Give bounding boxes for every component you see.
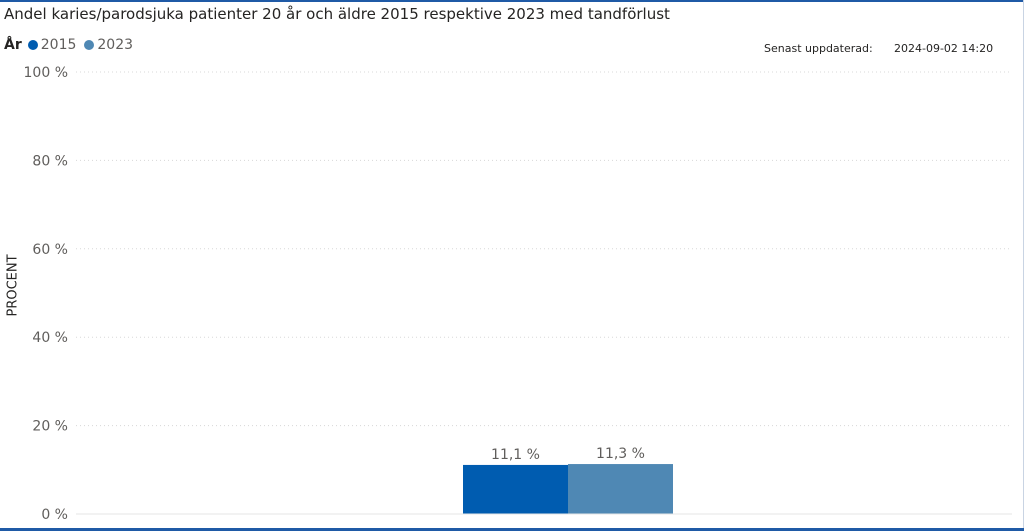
legend: År 2015 2023	[4, 37, 141, 53]
y-tick-label: 60 %	[32, 242, 68, 258]
bar-2015[interactable]	[463, 464, 568, 514]
data-label-2015: 11,1 %	[491, 447, 540, 463]
y-tick-label: 100 %	[24, 65, 68, 81]
y-tick-label: 20 %	[32, 419, 68, 435]
updated-value: 2024-09-02 14:20	[894, 42, 994, 55]
top-border	[0, 0, 1024, 2]
legend-dot-icon	[27, 40, 38, 50]
legend-label: 2023	[97, 37, 134, 53]
chart-title: Andel karies/parodsjuka patienter 20 år …	[4, 5, 670, 23]
data-label-2023: 11,3 %	[596, 446, 645, 462]
legend-label: 2015	[40, 37, 77, 53]
legend-item-2023[interactable]: 2023	[84, 37, 133, 53]
y-tick-label: 80 %	[32, 153, 68, 169]
legend-title: År	[4, 37, 22, 53]
legend-item-2015[interactable]: 2015	[27, 37, 77, 53]
updated-label: Senast uppdaterad:	[764, 42, 873, 55]
legend-dot-icon	[84, 40, 95, 50]
y-tick-label: 0 %	[41, 507, 68, 523]
bar-2023[interactable]	[568, 464, 673, 514]
y-tick-label: 40 %	[32, 330, 68, 346]
bottom-border	[0, 528, 1024, 531]
